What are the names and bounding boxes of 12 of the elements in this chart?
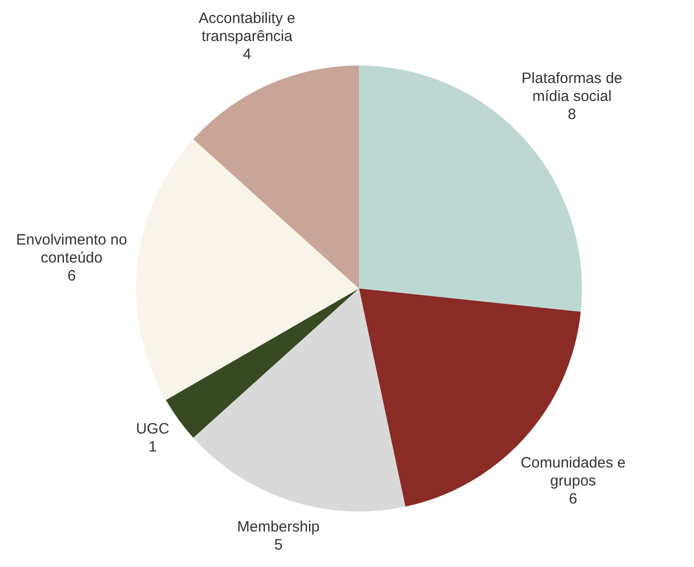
slice-label: Envolvimento no conteúdo <box>16 231 128 266</box>
data-label: 4 <box>242 46 252 64</box>
slice-label: Comunidades e grupos <box>520 454 626 490</box>
data-label: 6 <box>67 267 76 284</box>
slice-label: UGC <box>136 420 170 438</box>
data-label: 6 <box>568 490 578 508</box>
slice-label: Plataformas de mídia social <box>522 70 622 105</box>
data-label: 8 <box>568 106 576 123</box>
data-label: 1 <box>148 438 157 456</box>
slice-label: Membership <box>237 518 320 536</box>
data-label: 5 <box>274 536 283 554</box>
slice-label: Accontability e transparência <box>198 10 296 46</box>
